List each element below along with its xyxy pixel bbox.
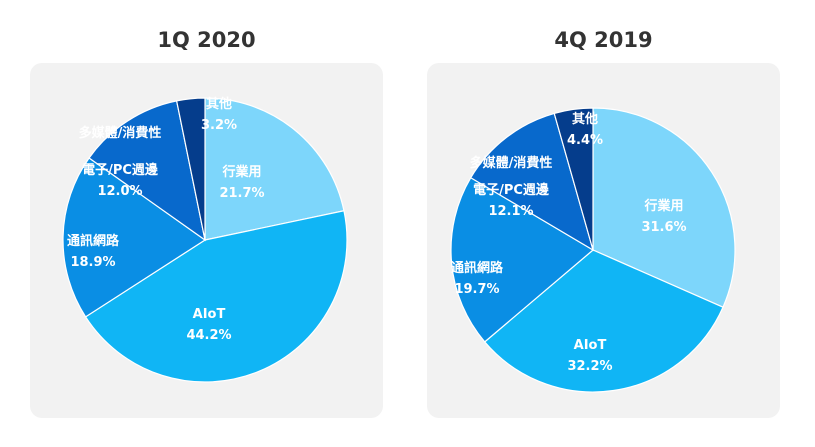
slice-label: 行業用 [221,164,261,180]
chart-1q-2020: 1Q 2020 行業用 21.7% AIoT 44.2% 通訊網路 18.9% 電子/PC週… [30,0,383,447]
slice-value-label: 32.2% [567,359,612,374]
slice-value-label: 18.9% [70,255,115,270]
pie-chart: 行業用 31.6% AIoT 32.2% 通訊網路 19.7% 電子/PC週邊 12.1% 多媒… [450,107,736,393]
pie-slice [84,210,348,383]
slice-value-label: 4.4% [567,133,603,148]
slice-value-label: 3.2% [201,118,237,133]
pie-slice [88,100,206,242]
pie-slice [553,107,594,251]
slice-label: 多媒體/消費性 [470,155,553,171]
chart-title: 4Q 2019 [554,28,653,52]
slice-label: 行業用 [643,198,683,214]
chart-4q-2019: 4Q 2019 行業用 31.6% AIoT 32.2% 通訊網路 19.7% 電子/PC週… [427,0,780,447]
pie-chart: 行業用 21.7% AIoT 44.2% 通訊網路 18.9% 電子/PC週邊 12.0% 多媒… [62,96,348,383]
chart-title: 1Q 2020 [157,28,256,52]
pie-slice [450,176,595,343]
pie-slice [469,112,594,252]
slice-value-label: 12.1% [488,204,533,219]
pie-slice [62,157,207,318]
slice-value-label: 19.7% [454,282,499,297]
pie-slice [592,107,736,309]
slice-label: 多媒體/消費性 [79,125,162,141]
slice-label: AIoT [574,338,607,353]
slice-label: 電子/PC週邊 [82,162,159,178]
slice-label: AIoT [193,307,226,322]
slice-label: 通訊網路 [451,260,504,276]
slice-value-label: 31.6% [641,220,686,235]
slice-value-label: 44.2% [186,328,231,343]
pie-slice [204,97,345,241]
pie-slice [175,97,206,241]
slice-label: 通訊網路 [67,233,120,249]
slice-label: 其他 [572,111,598,127]
pie-slice [483,249,724,393]
slice-value-label: 21.7% [219,186,264,201]
slice-label: 電子/PC週邊 [473,182,550,198]
slice-value-label: 12.0% [97,184,142,199]
slice-label: 其他 [206,96,232,112]
